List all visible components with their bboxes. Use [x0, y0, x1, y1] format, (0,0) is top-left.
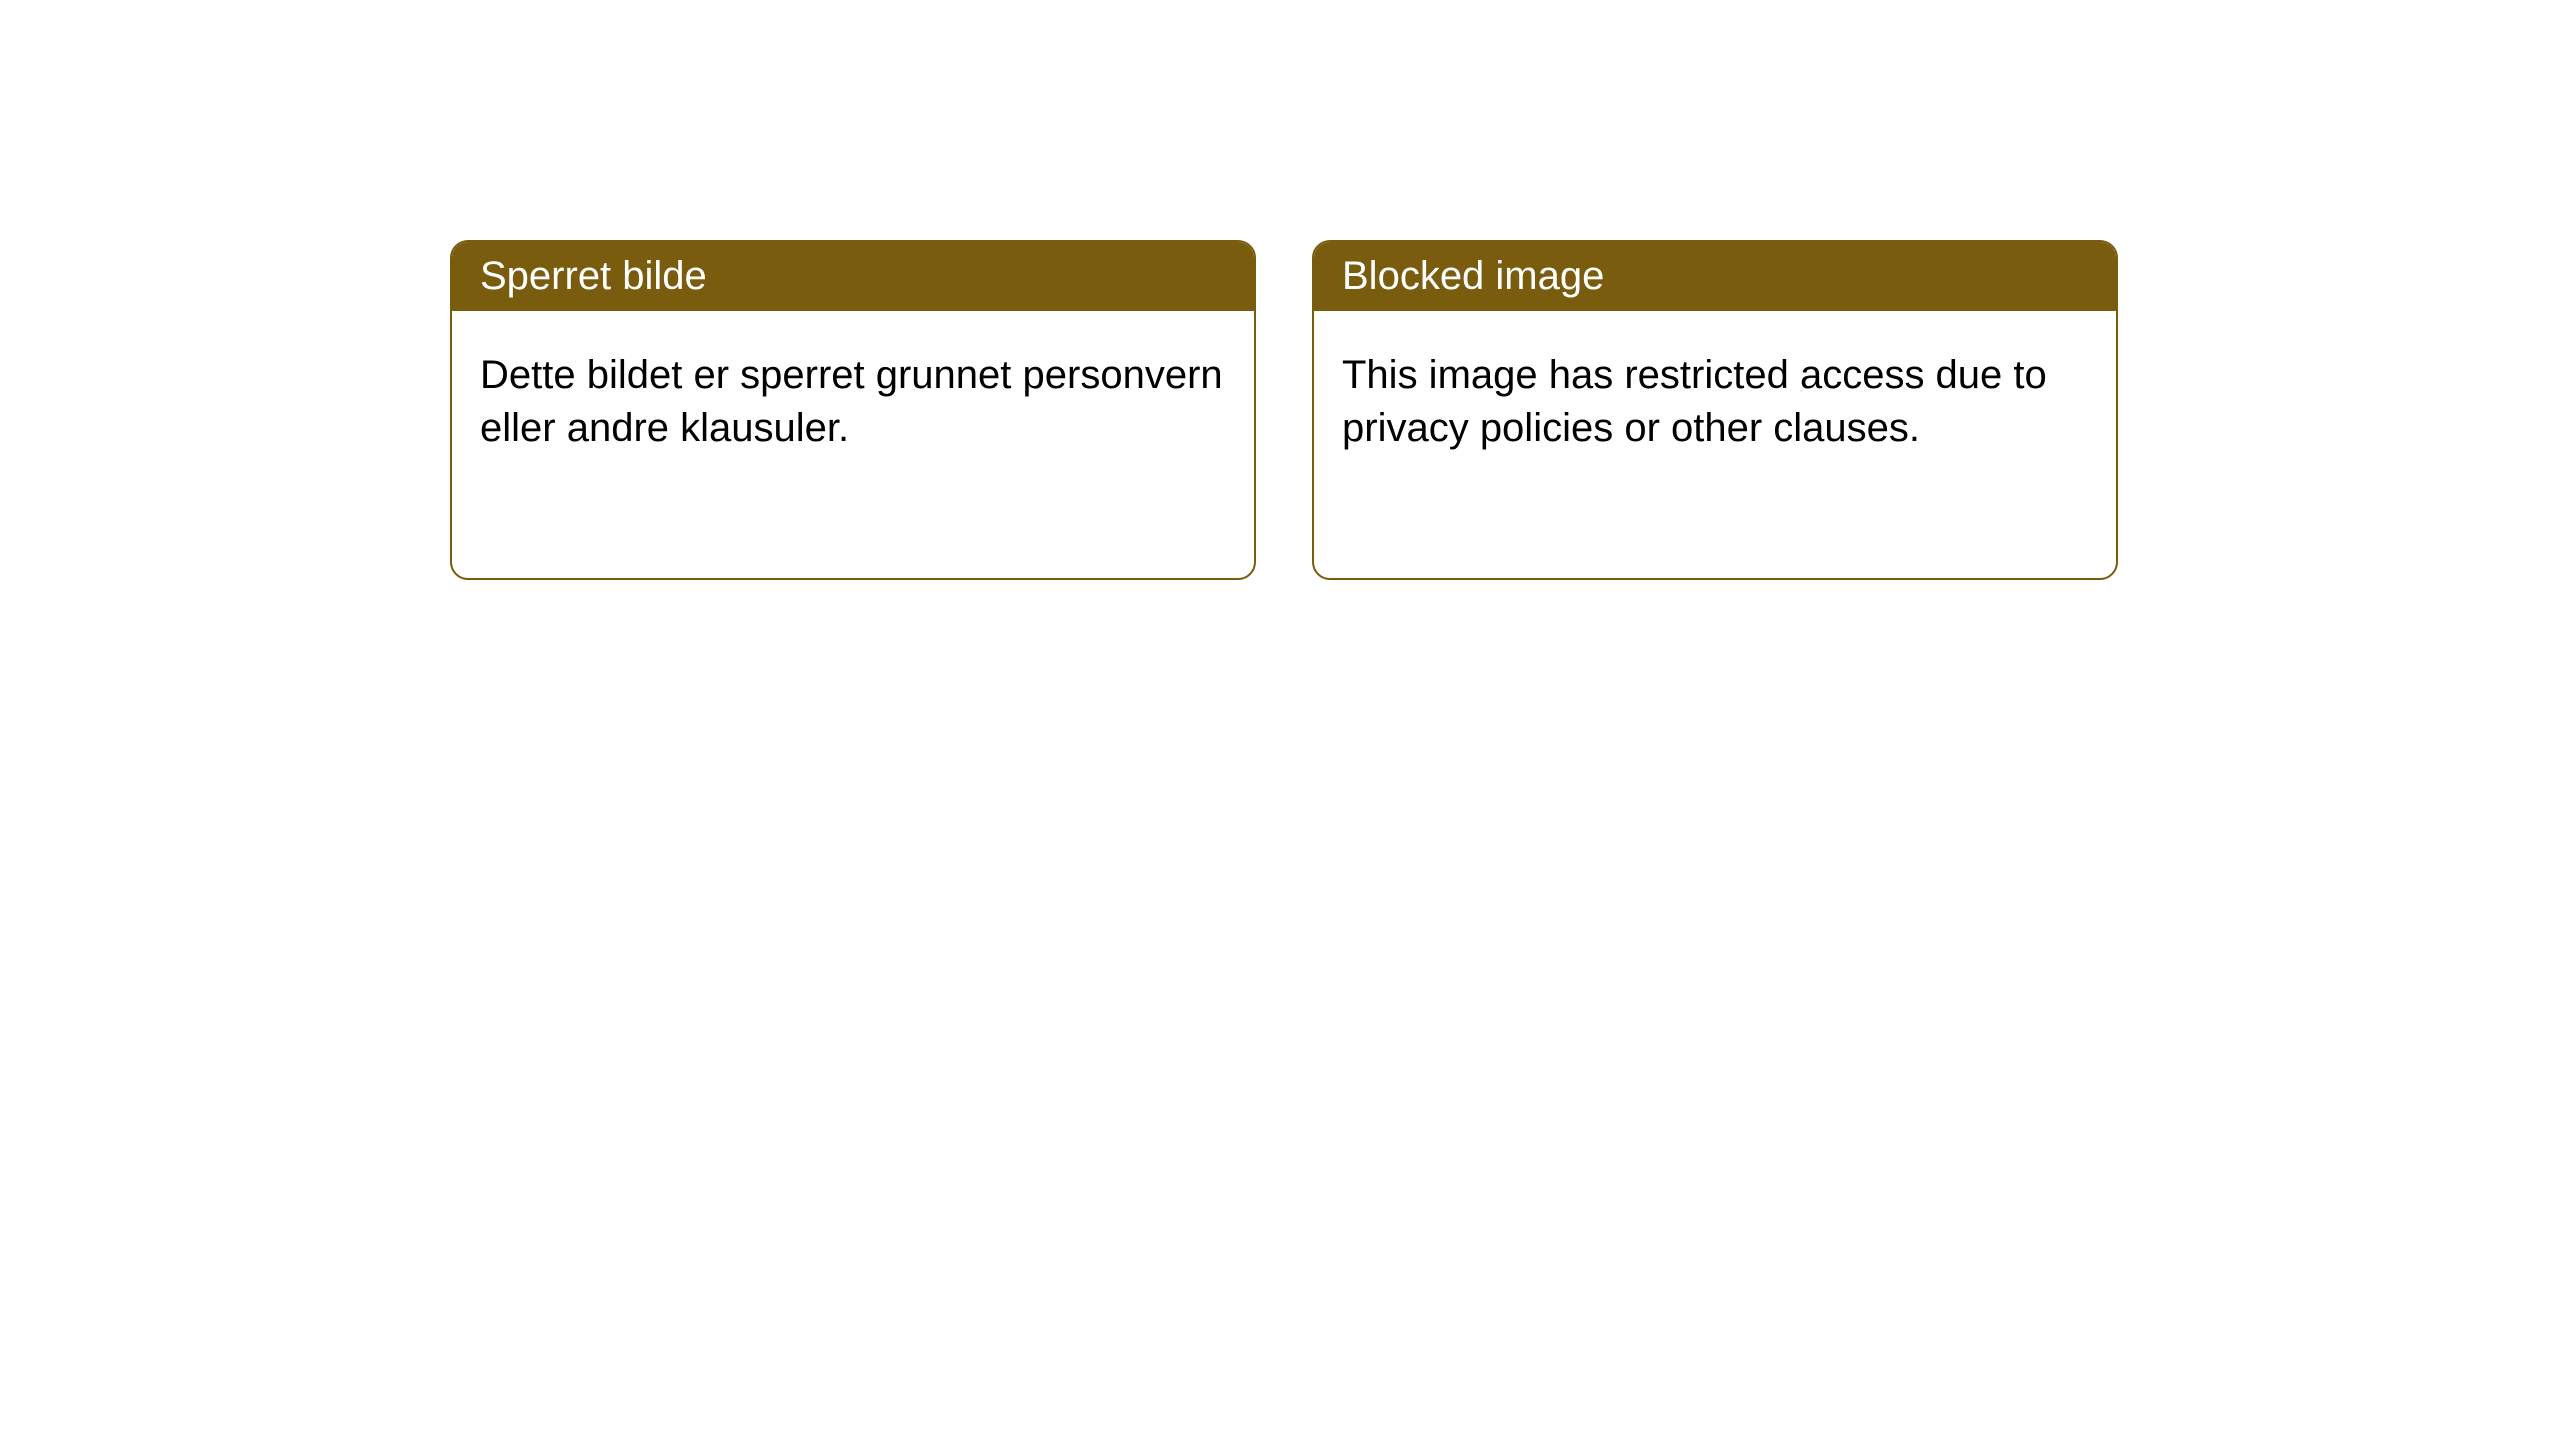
blocked-image-card-norwegian: Sperret bilde Dette bildet er sperret gr… [450, 240, 1256, 580]
blocked-image-card-english: Blocked image This image has restricted … [1312, 240, 2118, 580]
card-header-english: Blocked image [1314, 242, 2116, 311]
card-body-norwegian: Dette bildet er sperret grunnet personve… [452, 311, 1254, 493]
card-body-english: This image has restricted access due to … [1314, 311, 2116, 493]
card-header-norwegian: Sperret bilde [452, 242, 1254, 311]
notice-container: Sperret bilde Dette bildet er sperret gr… [0, 0, 2560, 580]
